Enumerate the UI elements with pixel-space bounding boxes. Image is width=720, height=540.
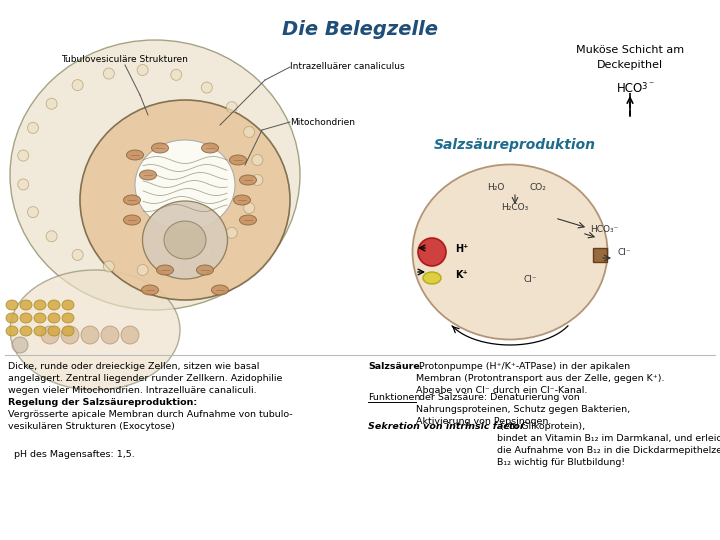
Ellipse shape <box>48 300 60 310</box>
Text: pH des Magensaftes: 1,5.: pH des Magensaftes: 1,5. <box>8 450 135 459</box>
Ellipse shape <box>140 170 156 180</box>
Ellipse shape <box>127 150 143 160</box>
Ellipse shape <box>197 265 214 275</box>
Ellipse shape <box>62 326 74 336</box>
Circle shape <box>252 154 263 166</box>
Text: ⁻: ⁻ <box>648 80 653 90</box>
Circle shape <box>171 260 181 271</box>
Text: 3: 3 <box>641 82 647 91</box>
Circle shape <box>202 82 212 93</box>
Text: Cl⁻: Cl⁻ <box>523 275 537 284</box>
Text: Protonpumpe (H⁺/K⁺-ATPase) in der apikalen
Membran (Protontransport aus der Zell: Protonpumpe (H⁺/K⁺-ATPase) in der apikal… <box>416 362 665 395</box>
Text: Cl⁻: Cl⁻ <box>618 248 631 257</box>
Ellipse shape <box>151 143 168 153</box>
Circle shape <box>46 98 57 109</box>
Text: (ein Glikoprotein),
bindet an Vitamin B₁₂ im Darmkanal, und erleichtert
die Aufn: (ein Glikoprotein), bindet an Vitamin B₁… <box>497 422 720 468</box>
Ellipse shape <box>142 285 158 295</box>
Ellipse shape <box>156 265 174 275</box>
Ellipse shape <box>164 221 206 259</box>
Text: Sekretion von intrinsic factor: Sekretion von intrinsic factor <box>368 422 524 431</box>
Ellipse shape <box>212 285 228 295</box>
Ellipse shape <box>80 100 290 300</box>
Text: Intrazelluärer canaliculus: Intrazelluärer canaliculus <box>290 62 405 71</box>
Circle shape <box>18 150 29 161</box>
Ellipse shape <box>48 313 60 323</box>
Circle shape <box>104 68 114 79</box>
Circle shape <box>61 326 79 344</box>
Text: H₂CO₃: H₂CO₃ <box>501 203 528 212</box>
Ellipse shape <box>240 175 256 185</box>
Text: Muköse Schicht am: Muköse Schicht am <box>576 45 684 55</box>
Ellipse shape <box>20 326 32 336</box>
Ellipse shape <box>62 300 74 310</box>
Ellipse shape <box>34 313 46 323</box>
Circle shape <box>418 238 446 266</box>
Circle shape <box>27 123 38 133</box>
Ellipse shape <box>6 313 18 323</box>
Text: Funktionen: Funktionen <box>368 393 420 402</box>
Circle shape <box>101 326 119 344</box>
Circle shape <box>18 179 29 190</box>
Ellipse shape <box>10 40 300 310</box>
Circle shape <box>41 326 59 344</box>
Text: Salzsäure.: Salzsäure. <box>368 362 423 371</box>
Ellipse shape <box>423 272 441 284</box>
Circle shape <box>104 261 114 272</box>
Ellipse shape <box>48 326 60 336</box>
Text: Vergrösserte apicale Membran durch Aufnahme von tubulo-
vesikulären Strukturen (: Vergrösserte apicale Membran durch Aufna… <box>8 410 292 431</box>
Text: Die Belegzelle: Die Belegzelle <box>282 20 438 39</box>
Circle shape <box>137 64 148 76</box>
Circle shape <box>171 69 181 80</box>
Text: CO₂: CO₂ <box>530 183 547 192</box>
Circle shape <box>202 247 212 258</box>
Ellipse shape <box>34 326 46 336</box>
Ellipse shape <box>20 300 32 310</box>
Ellipse shape <box>124 195 140 205</box>
Circle shape <box>243 202 255 213</box>
Ellipse shape <box>413 165 608 340</box>
Circle shape <box>252 174 263 185</box>
Text: H₂O: H₂O <box>487 183 505 192</box>
Ellipse shape <box>143 201 228 279</box>
Circle shape <box>72 249 83 260</box>
Circle shape <box>81 326 99 344</box>
Circle shape <box>72 79 83 91</box>
Ellipse shape <box>6 326 18 336</box>
Circle shape <box>226 227 238 238</box>
Ellipse shape <box>20 313 32 323</box>
Text: Salzsäureproduktion: Salzsäureproduktion <box>434 138 596 152</box>
Text: HCO₃⁻: HCO₃⁻ <box>590 225 618 234</box>
Ellipse shape <box>135 140 235 230</box>
Ellipse shape <box>124 215 140 225</box>
Text: Dicke, runde oder dreieckige Zellen, sitzen wie basal
angelagert. Zentral liegen: Dicke, runde oder dreieckige Zellen, sit… <box>8 362 282 395</box>
Ellipse shape <box>240 215 256 225</box>
FancyBboxPatch shape <box>593 248 607 262</box>
Ellipse shape <box>6 300 18 310</box>
Ellipse shape <box>62 313 74 323</box>
Text: der Salzsäure: Denaturierung von
Nahrungsproteinen, Schutz gegen Bakterien,
Akti: der Salzsäure: Denaturierung von Nahrung… <box>416 393 630 426</box>
Circle shape <box>226 102 238 113</box>
Text: Mitochondrien: Mitochondrien <box>290 118 355 127</box>
Text: Deckepithel: Deckepithel <box>597 60 663 70</box>
Circle shape <box>46 231 57 242</box>
Ellipse shape <box>202 143 218 153</box>
Circle shape <box>12 337 28 353</box>
Text: H⁺: H⁺ <box>455 244 469 254</box>
Text: K⁺: K⁺ <box>455 270 468 280</box>
Ellipse shape <box>34 300 46 310</box>
Ellipse shape <box>233 195 251 205</box>
Text: HCO: HCO <box>617 82 643 95</box>
Ellipse shape <box>10 270 180 390</box>
Circle shape <box>121 326 139 344</box>
Circle shape <box>243 126 255 138</box>
Text: Tubulovesiculäre Strukturen: Tubulovesiculäre Strukturen <box>62 55 189 64</box>
Ellipse shape <box>230 155 246 165</box>
Text: Regelung der Salzsäureproduktion:: Regelung der Salzsäureproduktion: <box>8 398 197 407</box>
Circle shape <box>27 207 38 218</box>
Circle shape <box>137 265 148 275</box>
